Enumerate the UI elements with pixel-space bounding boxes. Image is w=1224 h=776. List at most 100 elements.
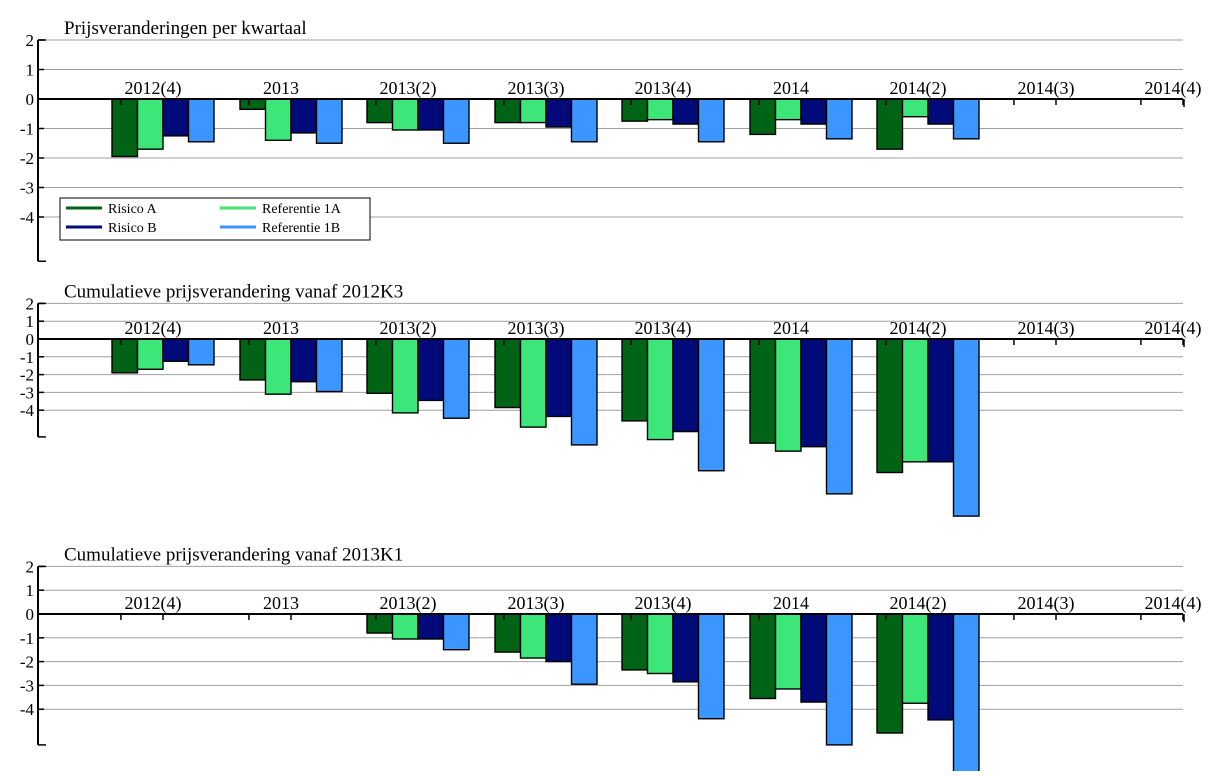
y-tick-label: 2 [26, 557, 35, 576]
y-tick-label: 2 [26, 31, 35, 50]
bar [646, 98, 674, 121]
bar [315, 98, 343, 144]
bar [417, 98, 445, 131]
x-tick-label: 2014(4) [1145, 593, 1202, 614]
chart-title: Cumulatieve prijsverandering vanaf 2012K… [64, 281, 403, 302]
bar [927, 613, 955, 721]
chart-title: Prijsveranderingen per kwartaal [64, 18, 307, 39]
y-tick-label: 1 [26, 581, 35, 600]
bar [366, 613, 394, 634]
bar [800, 338, 828, 448]
bar [952, 613, 980, 776]
bar [162, 338, 190, 362]
bar [494, 338, 522, 409]
x-tick-label: 2013(3) [508, 318, 565, 339]
bar [621, 613, 649, 671]
bar [749, 338, 777, 444]
bar [774, 98, 802, 121]
bar [697, 338, 725, 472]
bar [290, 98, 318, 134]
bar [621, 98, 649, 122]
bar [876, 338, 904, 474]
bar [519, 98, 547, 124]
x-tick-label: 2014 [773, 593, 809, 613]
bar [111, 98, 139, 158]
legend-label: Referentie 1B [262, 221, 340, 236]
x-tick-label: 2014 [773, 318, 809, 338]
legend: Risico A Referentie 1A Risico B Referentie … [59, 197, 371, 241]
y-tick-label: -3 [20, 383, 34, 402]
y-tick-label: -3 [20, 676, 34, 695]
x-tick-label: 2013(2) [380, 318, 437, 339]
y-tick-label: 0 [26, 90, 35, 109]
chart-title: Cumulatieve prijsverandering vanaf 2013K… [64, 544, 403, 565]
bar [187, 338, 215, 366]
bar [749, 613, 777, 700]
x-tick-label: 2014(3) [1018, 318, 1075, 339]
bar [264, 98, 292, 141]
bar [672, 98, 700, 125]
x-tick-label: 2014(4) [1145, 78, 1202, 99]
y-tick-label: -1 [20, 348, 34, 367]
bar [927, 98, 955, 125]
y-tick-label: 0 [26, 605, 35, 624]
y-tick-label: -2 [20, 366, 34, 385]
y-tick-label: -1 [20, 120, 34, 139]
bar [927, 338, 955, 463]
x-tick-label: 2014(2) [890, 593, 947, 614]
y-tick-label: -3 [20, 179, 34, 198]
bar [315, 338, 343, 393]
bar [366, 98, 394, 124]
x-tick-label: 2014(3) [1018, 78, 1075, 99]
y-tick-label: 1 [26, 312, 35, 331]
bar [621, 338, 649, 422]
bar [494, 98, 522, 124]
x-tick-label: 2013(2) [380, 78, 437, 99]
x-tick-label: 2014 [773, 78, 809, 98]
x-tick-label: 2013(2) [380, 593, 437, 614]
bar [417, 338, 445, 402]
bar [442, 338, 470, 419]
bar [825, 613, 853, 746]
bar [825, 98, 853, 140]
bar [545, 613, 573, 663]
bar [545, 338, 573, 418]
bar [187, 98, 215, 143]
bar [519, 338, 547, 428]
bar [672, 338, 700, 433]
bar [876, 98, 904, 150]
x-tick-label: 2012(4) [125, 318, 182, 339]
bar [876, 613, 904, 734]
x-tick-label: 2012(4) [125, 78, 182, 99]
bar [774, 613, 802, 690]
y-tick-label: 0 [26, 330, 35, 349]
y-tick-label: -2 [20, 149, 34, 168]
bar [442, 613, 470, 651]
x-tick-label: 2013(4) [635, 78, 692, 99]
bar [825, 338, 853, 495]
bar [391, 338, 419, 414]
bar [570, 613, 598, 685]
bar [570, 338, 598, 446]
y-tick-label: -4 [20, 401, 35, 420]
chart-panel-3: Cumulatieve prijsverandering vanaf 2013K… [20, 544, 1202, 776]
bar [952, 98, 980, 140]
x-tick-label: 2013(3) [508, 593, 565, 614]
bar [697, 98, 725, 143]
bar [366, 338, 394, 394]
x-tick-label: 2013(4) [635, 318, 692, 339]
bar [442, 98, 470, 144]
bar [646, 338, 674, 441]
bar [901, 338, 929, 463]
bar [774, 338, 802, 452]
bar [391, 613, 419, 640]
y-tick-label: 1 [26, 61, 35, 80]
bar [646, 613, 674, 675]
x-tick-label: 2013(3) [508, 78, 565, 99]
legend-box [59, 197, 371, 241]
bar [952, 338, 980, 517]
x-tick-label: 2014(2) [890, 318, 947, 339]
bar [136, 338, 164, 370]
y-tick-label: -4 [20, 208, 35, 227]
